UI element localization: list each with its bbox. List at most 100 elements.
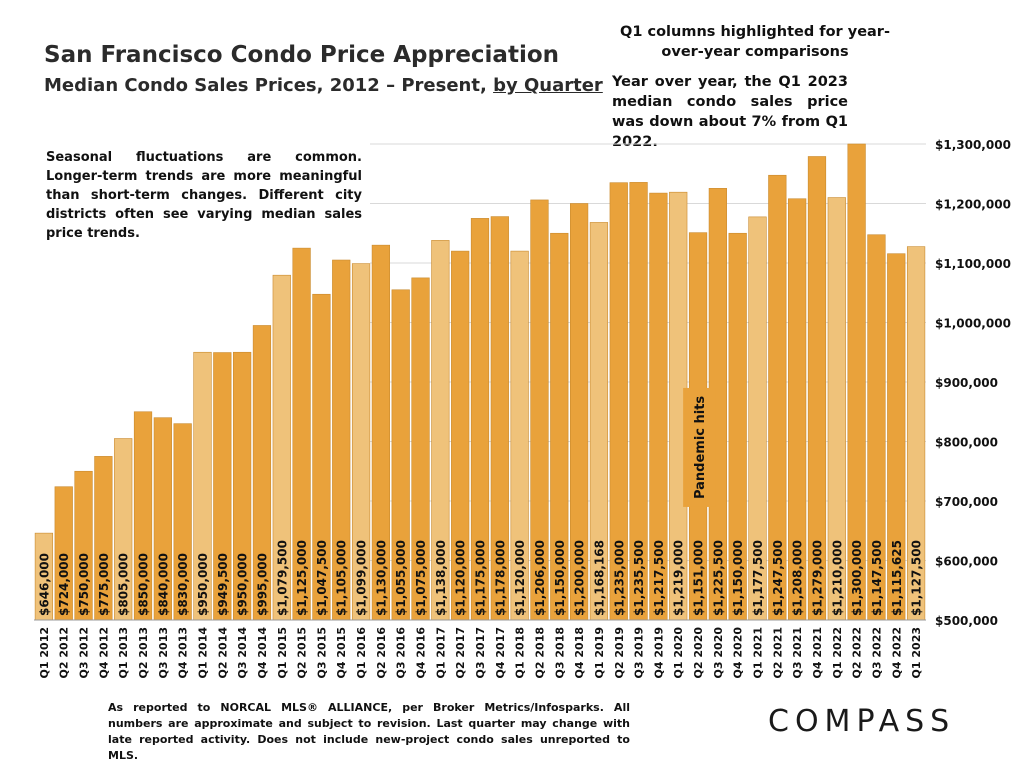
bar-value-label: $1,217,500 [652, 540, 666, 616]
x-tick-label: Q4 2019 [652, 627, 665, 678]
x-tick-label: Q2 2012 [58, 627, 71, 678]
bar-value-label: $1,115,625 [890, 540, 904, 616]
x-tick-label: Q3 2012 [78, 627, 91, 678]
x-tick-label: Q2 2017 [454, 627, 467, 678]
x-tick-label: Q2 2013 [137, 627, 150, 678]
seasonal-note: Seasonal fluctuations are common. Longer… [46, 150, 362, 241]
y-tick-label: $1,300,000 [935, 138, 1011, 152]
x-tick-label: Q4 2022 [890, 627, 903, 678]
bar-value-label: $1,127,500 [910, 540, 924, 616]
bar-value-label: $995,000 [255, 553, 269, 616]
bar-value-label: $1,151,000 [692, 540, 706, 616]
x-tick-label: Q4 2021 [811, 627, 824, 678]
x-tick-label: Q3 2020 [712, 627, 725, 679]
x-tick-label: Q3 2014 [236, 627, 249, 679]
x-tick-label: Q4 2017 [494, 627, 507, 678]
bar-value-label: $750,000 [77, 553, 91, 616]
x-tick-label: Q2 2021 [771, 627, 784, 678]
x-tick-label: Q1 2022 [831, 627, 844, 678]
x-tick-label: Q3 2021 [791, 627, 804, 678]
bar-value-label: $724,000 [57, 553, 71, 616]
y-tick-label: $800,000 [935, 436, 998, 450]
x-tick-label: Q4 2018 [573, 627, 586, 678]
x-tick-label: Q4 2016 [415, 627, 428, 679]
y-tick-label: $900,000 [935, 376, 998, 390]
x-tick-label: Q1 2018 [514, 627, 527, 678]
x-tick-label: Q2 2019 [613, 627, 626, 678]
bar-value-label: $1,177,500 [751, 540, 765, 616]
bar-value-label: $1,210,000 [830, 540, 844, 616]
bar-value-label: $1,175,000 [474, 540, 488, 616]
bar-value-label: $775,000 [97, 553, 111, 616]
pandemic-annotation-label: Pandemic hits [693, 396, 708, 499]
x-tick-label: Q1 2019 [593, 627, 606, 678]
bar-value-label: $1,075,000 [414, 540, 428, 616]
x-tick-label: Q3 2017 [474, 627, 487, 678]
x-tick-label: Q1 2015 [276, 627, 289, 678]
x-tick-label: Q2 2022 [851, 627, 864, 678]
bar-value-label: $1,079,500 [275, 540, 289, 616]
bar-value-label: $1,279,000 [810, 540, 824, 616]
x-tick-label: Q1 2020 [672, 627, 685, 679]
x-tick-label: Q2 2016 [375, 627, 388, 679]
x-tick-label: Q4 2012 [97, 627, 110, 678]
x-tick-label: Q3 2019 [633, 627, 646, 678]
x-tick-label: Q2 2014 [216, 627, 229, 679]
x-tick-label: Q1 2023 [910, 627, 923, 678]
bar-value-label: $949,500 [216, 553, 230, 616]
x-tick-label: Q2 2015 [296, 627, 309, 678]
bar-value-label: $646,000 [37, 553, 51, 616]
bar-value-label: $1,150,000 [731, 540, 745, 616]
yoy-note: Year over year, the Q1 2023 median condo… [612, 74, 848, 150]
x-tick-label: Q4 2013 [177, 627, 190, 678]
q1-highlight-note: Q1 columns highlighted for year-over-yea… [620, 24, 890, 60]
bar-value-label: $1,120,000 [513, 540, 527, 616]
x-tick-label: Q2 2018 [533, 627, 546, 678]
x-tick-label: Q4 2015 [335, 627, 348, 678]
chart-subtitle: Median Condo Sales Prices, 2012 – Presen… [44, 75, 603, 96]
y-tick-label: $1,100,000 [935, 257, 1011, 271]
source-footnote: As reported to NORCAL MLS® ALLIANCE, per… [108, 701, 630, 762]
x-tick-label: Q1 2014 [196, 627, 209, 679]
y-tick-label: $700,000 [935, 495, 998, 509]
bar-value-label: $1,099,000 [355, 540, 369, 616]
bar-value-label: $1,138,000 [434, 540, 448, 616]
y-tick-label: $1,200,000 [935, 198, 1011, 212]
x-tick-label: Q1 2021 [752, 627, 765, 678]
bar-value-label: $1,206,000 [533, 540, 547, 616]
y-tick-label: $600,000 [935, 555, 998, 569]
x-tick-label: Q3 2016 [395, 627, 408, 679]
pandemic-annotation-box [683, 387, 716, 507]
bar-value-label: $1,130,000 [374, 540, 388, 616]
bar-value-label: $1,219,000 [672, 540, 686, 616]
bar-value-label: $1,208,000 [791, 540, 805, 616]
bar-value-label: $1,300,000 [850, 540, 864, 616]
y-tick-label: $1,000,000 [935, 317, 1011, 331]
x-tick-label: Q3 2015 [315, 627, 328, 678]
bar-value-label: $950,000 [236, 553, 250, 616]
x-tick-label: Q3 2022 [870, 627, 883, 678]
bar-value-label: $1,168,168 [592, 540, 606, 616]
bar-value-label: $1,125,000 [295, 540, 309, 616]
x-tick-label: Q1 2012 [38, 627, 51, 678]
subtitle-by-quarter: by Quarter [493, 75, 603, 96]
bar-value-label: $1,120,000 [454, 540, 468, 616]
bar-value-label: $840,000 [156, 553, 170, 616]
chart-title: San Francisco Condo Price Appreciation [44, 42, 560, 68]
y-tick-label: $500,000 [935, 614, 998, 628]
bar-value-label: $1,247,500 [771, 540, 785, 616]
x-tick-label: Q1 2016 [355, 627, 368, 679]
x-tick-label: Q3 2013 [157, 627, 170, 678]
bar-value-label: $830,000 [176, 553, 190, 616]
bar-value-label: $1,178,000 [493, 540, 507, 616]
x-tick-label: Q4 2020 [732, 627, 745, 679]
bar-value-label: $1,150,000 [553, 540, 567, 616]
subtitle-text: Median Condo Sales Prices, 2012 – Presen… [44, 75, 494, 96]
bar-value-label: $805,000 [117, 553, 131, 616]
x-tick-label: Q2 2020 [692, 627, 705, 679]
bar-value-label: $1,105,000 [335, 540, 349, 616]
bar-value-label: $950,000 [196, 553, 210, 616]
bar-value-label: $850,000 [137, 553, 151, 616]
x-tick-label: Q1 2013 [117, 627, 130, 678]
